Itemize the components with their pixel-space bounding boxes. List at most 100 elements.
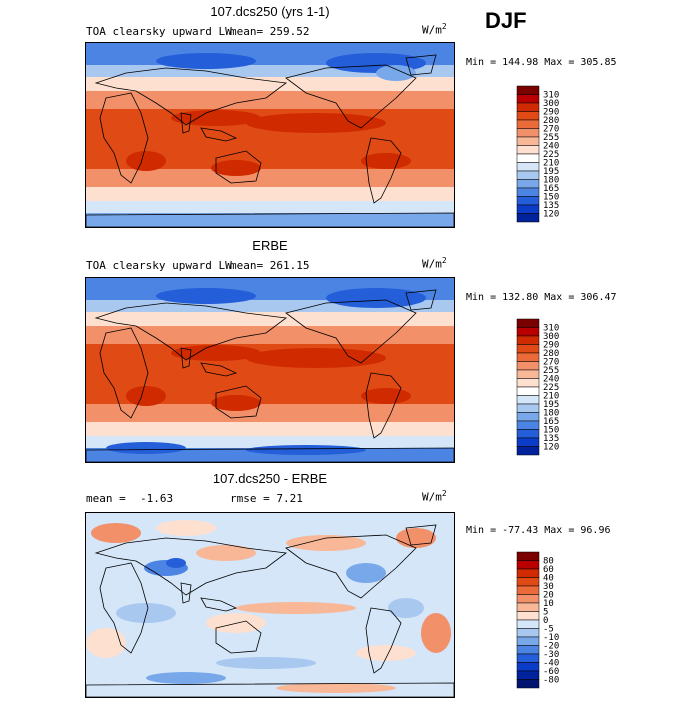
colorbar-swatch bbox=[516, 119, 540, 129]
field-blob bbox=[246, 445, 366, 455]
field-blob bbox=[86, 628, 126, 658]
colorbar-tick-label: 165 bbox=[543, 417, 559, 427]
panel-2-minmax: Min = 132.80 Max = 306.47 bbox=[466, 292, 617, 303]
colorbar-tick-label: 255 bbox=[543, 133, 559, 143]
colorbar-swatch bbox=[516, 437, 540, 447]
colorbar-swatch bbox=[516, 420, 540, 430]
colorbar-swatch bbox=[516, 327, 540, 337]
field-band bbox=[86, 91, 454, 109]
colorbar-swatch bbox=[516, 670, 540, 680]
panel-1-colorbar-svg: 3103002902802702552402252101951801651501… bbox=[516, 85, 559, 223]
colorbar-tick-label: 20 bbox=[543, 591, 554, 601]
panel-3-title: 107.dcs250 - ERBE bbox=[212, 471, 328, 486]
field-blob bbox=[361, 388, 411, 404]
panel-2-variable-label: TOA clearsky upward LW bbox=[86, 259, 232, 272]
season-label: DJF bbox=[485, 8, 527, 33]
colorbar-swatch bbox=[516, 628, 540, 638]
coastline bbox=[365, 137, 402, 204]
colorbar-tick-label: 270 bbox=[543, 125, 559, 135]
colorbar-swatch bbox=[516, 196, 540, 206]
field-blob bbox=[171, 110, 261, 126]
colorbar-swatch bbox=[516, 85, 540, 95]
colorbar-tick-label: 30 bbox=[543, 582, 554, 592]
colorbar-tick-label: 120 bbox=[543, 210, 559, 220]
colorbar-swatch bbox=[516, 170, 540, 180]
panel-3-minmax: Min = -77.43 Max = 96.96 bbox=[466, 525, 611, 536]
colorbar-tick-label: -5 bbox=[543, 625, 554, 635]
field-blob bbox=[156, 520, 216, 536]
colorbar-tick-label: 300 bbox=[543, 99, 559, 109]
colorbar-tick-label: 210 bbox=[543, 159, 559, 169]
coastline bbox=[94, 67, 288, 126]
field-blob bbox=[171, 345, 261, 361]
colorbar-swatch bbox=[516, 102, 540, 112]
coastline bbox=[99, 327, 149, 419]
colorbar-swatch bbox=[516, 679, 540, 689]
coastline bbox=[285, 534, 417, 599]
coastline bbox=[180, 347, 192, 369]
colorbar-tick-label: 290 bbox=[543, 341, 559, 351]
coastline bbox=[405, 289, 437, 311]
coastline bbox=[215, 150, 262, 184]
field-blob bbox=[346, 563, 386, 583]
colorbar-swatch bbox=[516, 594, 540, 604]
field-blob bbox=[126, 151, 166, 171]
field-band bbox=[86, 201, 454, 213]
colorbar-swatch bbox=[516, 213, 540, 223]
colorbar-swatch bbox=[516, 577, 540, 587]
colorbar-tick-label: 210 bbox=[543, 392, 559, 402]
field-blob bbox=[376, 65, 416, 81]
panel-1-map bbox=[85, 42, 455, 228]
colorbar-swatch bbox=[516, 403, 540, 413]
colorbar-tick-label: 180 bbox=[543, 176, 559, 186]
colorbar-tick-label: 270 bbox=[543, 358, 559, 368]
coastline bbox=[285, 299, 417, 364]
colorbar-swatch bbox=[516, 568, 540, 578]
field-blob bbox=[211, 395, 261, 411]
colorbar-swatch bbox=[516, 378, 540, 388]
coastline bbox=[200, 362, 238, 377]
colorbar-swatch bbox=[516, 335, 540, 345]
field-blob bbox=[361, 153, 411, 169]
panel-1-colorbar: 310 300 290 280 270 255 240 225 210 195 180 165 150 1… bbox=[516, 82, 576, 233]
coastline bbox=[405, 524, 437, 546]
field-blob bbox=[421, 613, 451, 653]
colorbar-swatch bbox=[516, 395, 540, 405]
field-band bbox=[86, 326, 454, 344]
field-band bbox=[86, 187, 454, 201]
field-band bbox=[86, 169, 454, 187]
panel-2-title: ERBE bbox=[252, 238, 288, 253]
colorbar-tick-label: 290 bbox=[543, 108, 559, 118]
panel-1-units: W/m2 bbox=[422, 22, 447, 37]
colorbar-tick-label: 165 bbox=[543, 184, 559, 194]
field-blob bbox=[388, 598, 424, 618]
colorbar-tick-label: -30 bbox=[543, 650, 559, 660]
field-band bbox=[86, 312, 454, 326]
coastline bbox=[99, 92, 149, 184]
colorbar-tick-label: 240 bbox=[543, 142, 559, 152]
field-blob bbox=[146, 672, 226, 684]
coastline bbox=[180, 582, 192, 604]
colorbar-tick-label: -20 bbox=[543, 642, 559, 652]
colorbar-swatch bbox=[516, 369, 540, 379]
panel-2-mean: mean= 261.15 bbox=[230, 259, 310, 272]
colorbar-tick-label: 300 bbox=[543, 332, 559, 342]
panel-2-map-plot bbox=[85, 278, 455, 463]
panel-1-minmax: Min = 144.98 Max = 305.85 bbox=[466, 57, 617, 68]
colorbar-tick-label: 150 bbox=[543, 193, 559, 203]
colorbar-tick-label: 225 bbox=[543, 383, 559, 393]
field-blob bbox=[116, 603, 176, 623]
field-band bbox=[86, 77, 454, 91]
colorbar-swatch bbox=[516, 162, 540, 172]
colorbar-swatch bbox=[516, 412, 540, 422]
colorbar-tick-label: 5 bbox=[543, 608, 548, 618]
colorbar-swatch bbox=[516, 352, 540, 362]
colorbar-swatch bbox=[516, 636, 540, 646]
field-blob bbox=[211, 160, 261, 176]
field-blob bbox=[276, 683, 396, 693]
panel-1-mean: mean= 259.52 bbox=[230, 25, 310, 38]
coastline bbox=[200, 597, 238, 612]
colorbar-swatch bbox=[516, 662, 540, 672]
colorbar-swatch bbox=[516, 611, 540, 621]
coastline bbox=[215, 385, 262, 419]
